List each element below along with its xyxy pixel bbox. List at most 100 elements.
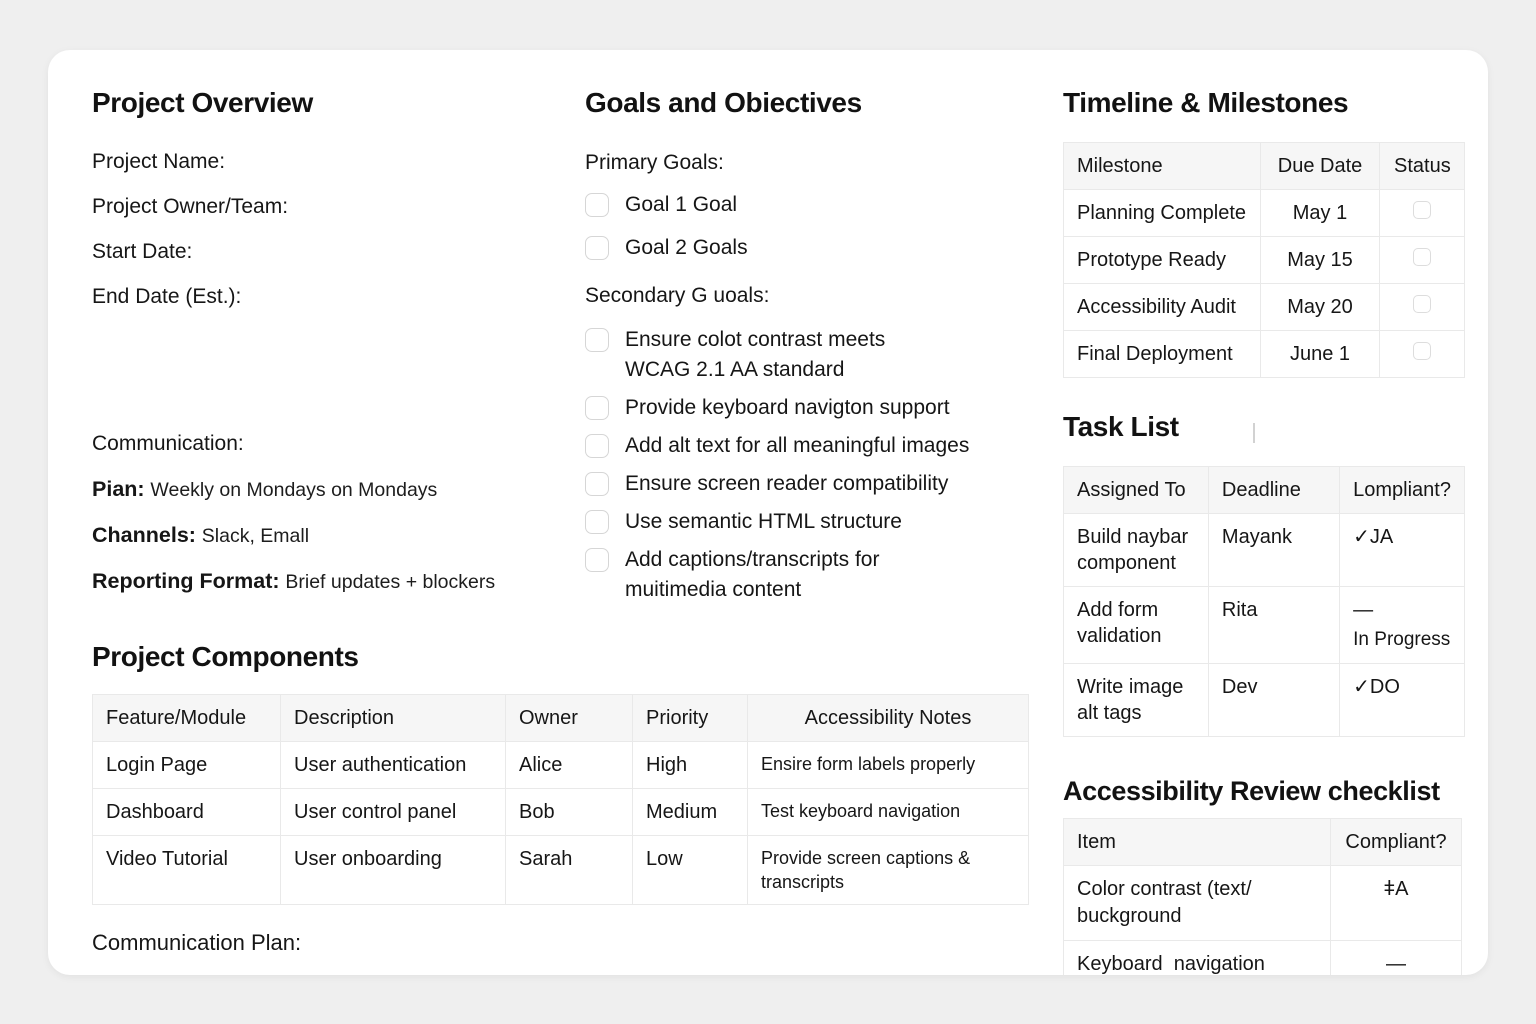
cell-due-date: May 15 <box>1260 236 1380 284</box>
cell-description: User authentication <box>280 741 506 789</box>
field-project-owner: Project Owner/Team: <box>92 195 289 218</box>
table-row: Build naybar component Mayank ✓JA <box>1063 513 1465 587</box>
checklist-item: Add alt text for all meaningful images <box>585 431 1065 461</box>
table-row: Video Tutorial User onboarding Sarah Low… <box>92 835 1029 905</box>
status-checkbox[interactable] <box>1412 342 1431 360</box>
header-milestone: Milestone <box>1063 142 1261 190</box>
cell-notes: Test keyboard navigation <box>747 788 1029 836</box>
cell-milestone: Prototype Ready <box>1063 236 1261 284</box>
status-detail: In Progress <box>1353 629 1451 650</box>
cell-description: User onboarding <box>280 835 506 905</box>
cell-notes: Provide screen captions & transcripts <box>747 835 1029 905</box>
goal-item-label: Goal 1 Goal <box>625 193 738 216</box>
cell-milestone: Final Deployment <box>1063 330 1261 378</box>
checklist-item: Ensure screen reader compatibility <box>585 469 1065 499</box>
status-mark: ✓JA <box>1353 526 1394 548</box>
document-card: Project Overview Project Name: Project O… <box>48 50 1488 975</box>
status-checkbox[interactable] <box>1412 201 1431 219</box>
table-header-row: Milestone Due Date Status <box>1063 142 1465 190</box>
text-caret-artifact <box>1253 423 1255 443</box>
checkbox[interactable] <box>585 396 609 420</box>
header-item: Item <box>1063 818 1331 866</box>
checklist-item: Provide keyboard navigton support <box>585 393 1065 423</box>
reporting-format-label: Reporting Format: <box>92 569 280 593</box>
header-lompliant: Lompliant? <box>1339 466 1465 514</box>
middle-column: Goals and Obiectives Primary Goals: Goal… <box>585 86 1065 613</box>
header-due-date: Due Date <box>1260 142 1380 190</box>
checklist-item-label: Ensure colot contrast meets WCAG 2.1 AA … <box>625 328 886 381</box>
checkbox[interactable] <box>585 472 609 496</box>
header-owner: Owner <box>505 694 633 742</box>
reporting-format-value: Brief updates + blockers <box>285 571 496 593</box>
cell-feature: Video Tutorial <box>92 835 281 905</box>
header-accessibility-notes: Accessibility Notes <box>747 694 1029 742</box>
table-row: Accessibility Audit May 20 <box>1063 283 1465 331</box>
table-row: Prototype Ready May 15 <box>1063 236 1465 284</box>
project-components-title: Project Components <box>92 641 359 672</box>
checkbox[interactable] <box>585 548 609 572</box>
checklist-item-label: Ensure screen reader compatibility <box>625 472 949 495</box>
checklist-item-label: Use semantic HTML structure <box>625 510 902 533</box>
task-list-table: Assigned To Deadline Lompliant? Build na… <box>1063 466 1465 737</box>
cell-due-date: May 20 <box>1260 283 1380 331</box>
table-row: Color contrast (text/ buckground ǂA <box>1063 865 1462 941</box>
plan-label: Pian: <box>92 477 145 501</box>
channels-value: Slack, Emall <box>201 525 310 547</box>
cell-priority: High <box>632 741 748 789</box>
cell-milestone: Accessibility Audit <box>1063 283 1261 331</box>
status-mark: — <box>1353 599 1374 621</box>
project-overview-title: Project Overview <box>92 87 313 118</box>
cell-status <box>1379 189 1465 237</box>
checklist-item-label: Add alt text for all meaningful images <box>625 434 970 457</box>
cell-due-date: May 1 <box>1260 189 1380 237</box>
cell-task: Write image alt tags <box>1063 663 1209 737</box>
project-components-table: Feature/Module Description Owner Priorit… <box>92 694 1029 905</box>
header-deadline: Deadline <box>1207 466 1341 514</box>
project-overview-fields: Project Name: Project Owner/Team: Start … <box>92 148 1032 311</box>
cell-compliant: — <box>1330 940 1462 975</box>
cell-item: Keyboard navigation <box>1063 940 1331 975</box>
cell-priority: Medium <box>632 788 748 836</box>
header-status: Status <box>1379 142 1465 190</box>
table-row: Write image alt tags Dev ✓DO <box>1063 663 1465 737</box>
table-header-row: Assigned To Deadline Lompliant? <box>1063 466 1465 514</box>
table-row: Final Deployment June 1 <box>1063 330 1465 378</box>
checklist-item-label: Add captions/transcripts for muitimedia … <box>625 548 880 601</box>
status-checkbox[interactable] <box>1412 248 1431 266</box>
cell-feature: Login Page <box>92 741 281 789</box>
checkbox[interactable] <box>585 510 609 534</box>
table-row: Add form validation Rita — In Progress <box>1063 586 1465 664</box>
status-checkbox[interactable] <box>1412 295 1431 313</box>
field-project-name: Project Name: <box>92 150 226 173</box>
cell-due-date: June 1 <box>1260 330 1380 378</box>
checkbox[interactable] <box>585 193 609 217</box>
communication-reporting-line: Reporting Format: Brief updates + blocke… <box>92 567 1032 596</box>
plan-value: Weekly on Mondays on Mondays <box>150 479 438 501</box>
cell-owner: Alice <box>505 741 633 789</box>
checkbox[interactable] <box>585 328 609 352</box>
table-row: Planning Complete May 1 <box>1063 189 1465 237</box>
table-header-row: Feature/Module Description Owner Priorit… <box>92 694 1029 742</box>
cell-feature: Dashboard <box>92 788 281 836</box>
checklist-item: Use semantic HTML structure <box>585 507 1065 537</box>
checklist-item-label: Provide keyboard navigton support <box>625 396 950 419</box>
checkbox[interactable] <box>585 236 609 260</box>
field-end-date: End Date (Est.): <box>92 285 242 308</box>
field-start-date: Start Date: <box>92 240 193 263</box>
checkbox[interactable] <box>585 434 609 458</box>
status-mark: ✓DO <box>1353 676 1400 698</box>
header-assigned-to: Assigned To <box>1063 466 1209 514</box>
table-row: Login Page User authentication Alice Hig… <box>92 741 1029 789</box>
goal-item: Goal 2 Goals <box>585 233 1065 263</box>
header-priority: Priority <box>632 694 748 742</box>
cell-owner: Sarah <box>505 835 633 905</box>
cell-assignee: Mayank <box>1207 513 1341 587</box>
header-feature-module: Feature/Module <box>92 694 281 742</box>
timeline-table: Milestone Due Date Status Planning Compl… <box>1063 142 1465 378</box>
cell-task-status: ✓JA <box>1339 513 1465 587</box>
accessibility-checklist-table: Item Compliant? Color contrast (text/ bu… <box>1063 818 1462 975</box>
communication-label: Communication: <box>92 432 244 455</box>
channels-label: Channels: <box>92 523 196 547</box>
accessibility-checklist-title: Accessibility Review checklist <box>1063 776 1440 806</box>
header-compliant: Compliant? <box>1330 818 1462 866</box>
